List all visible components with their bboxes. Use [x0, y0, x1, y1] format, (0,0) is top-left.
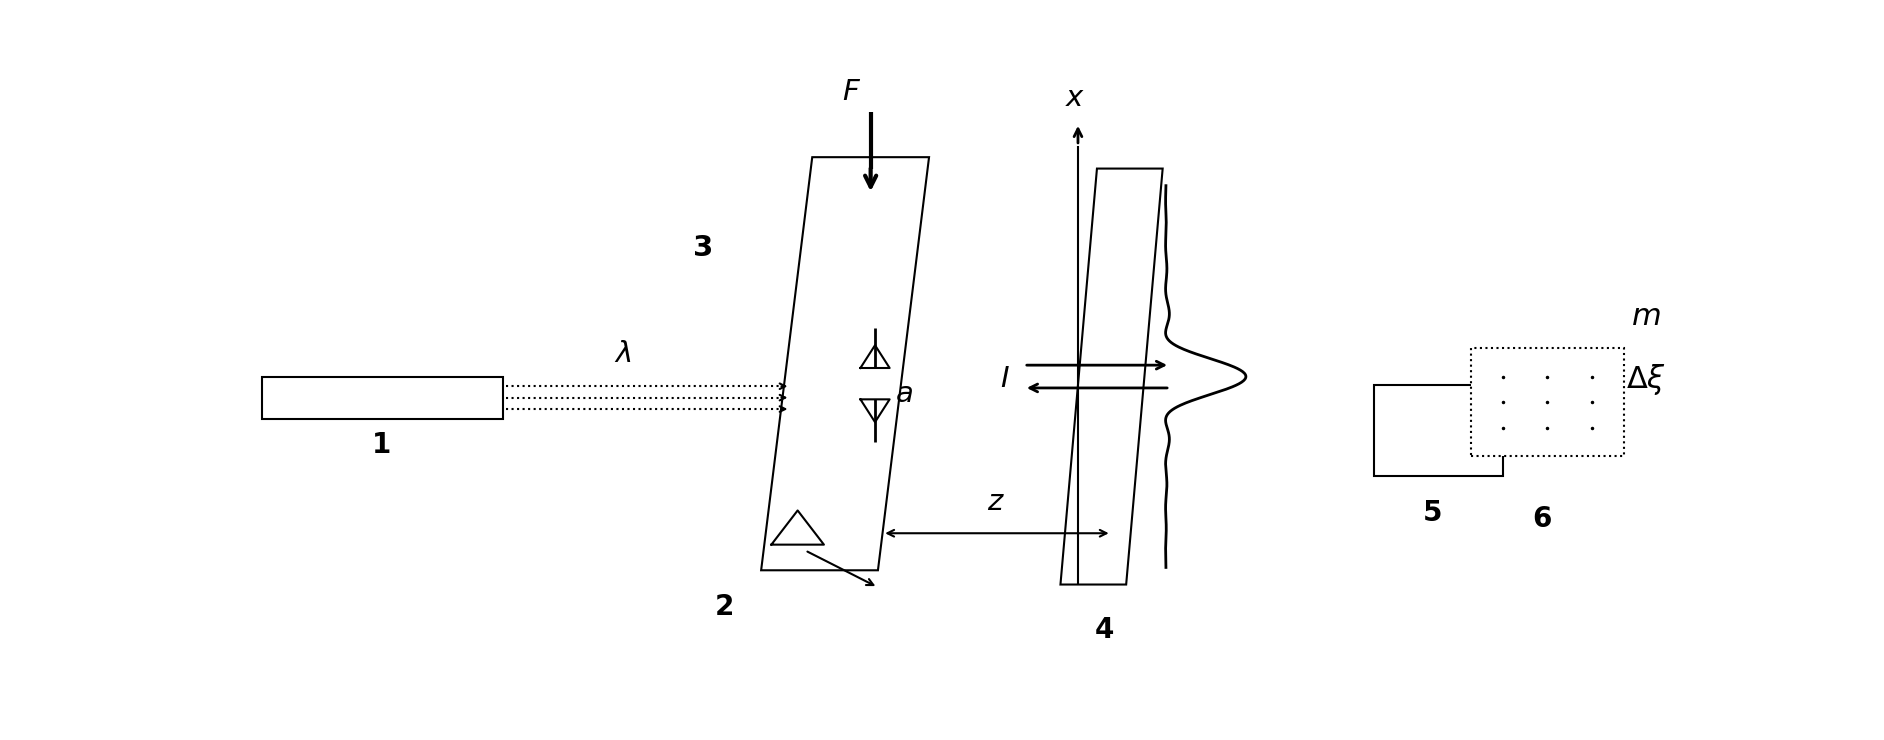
Text: $a$: $a$: [895, 380, 914, 408]
Text: $\lambda$: $\lambda$: [614, 340, 631, 368]
Text: 6: 6: [1532, 505, 1552, 533]
Text: 4: 4: [1095, 616, 1113, 644]
Text: 3: 3: [693, 235, 712, 263]
Text: $F$: $F$: [842, 78, 861, 106]
Bar: [1375, 385, 1503, 477]
Text: $z$: $z$: [987, 488, 1006, 517]
Text: $m$: $m$: [1632, 302, 1662, 332]
Text: 2: 2: [714, 593, 735, 621]
Text: $\Delta\xi$: $\Delta\xi$: [1626, 362, 1665, 397]
Bar: [262, 377, 503, 420]
Text: 5: 5: [1422, 499, 1443, 527]
Polygon shape: [761, 157, 929, 571]
Text: $x$: $x$: [1064, 84, 1085, 112]
Polygon shape: [1061, 169, 1162, 585]
Bar: [1471, 348, 1624, 457]
Text: 1: 1: [371, 431, 392, 459]
Text: $I$: $I$: [1000, 366, 1010, 394]
